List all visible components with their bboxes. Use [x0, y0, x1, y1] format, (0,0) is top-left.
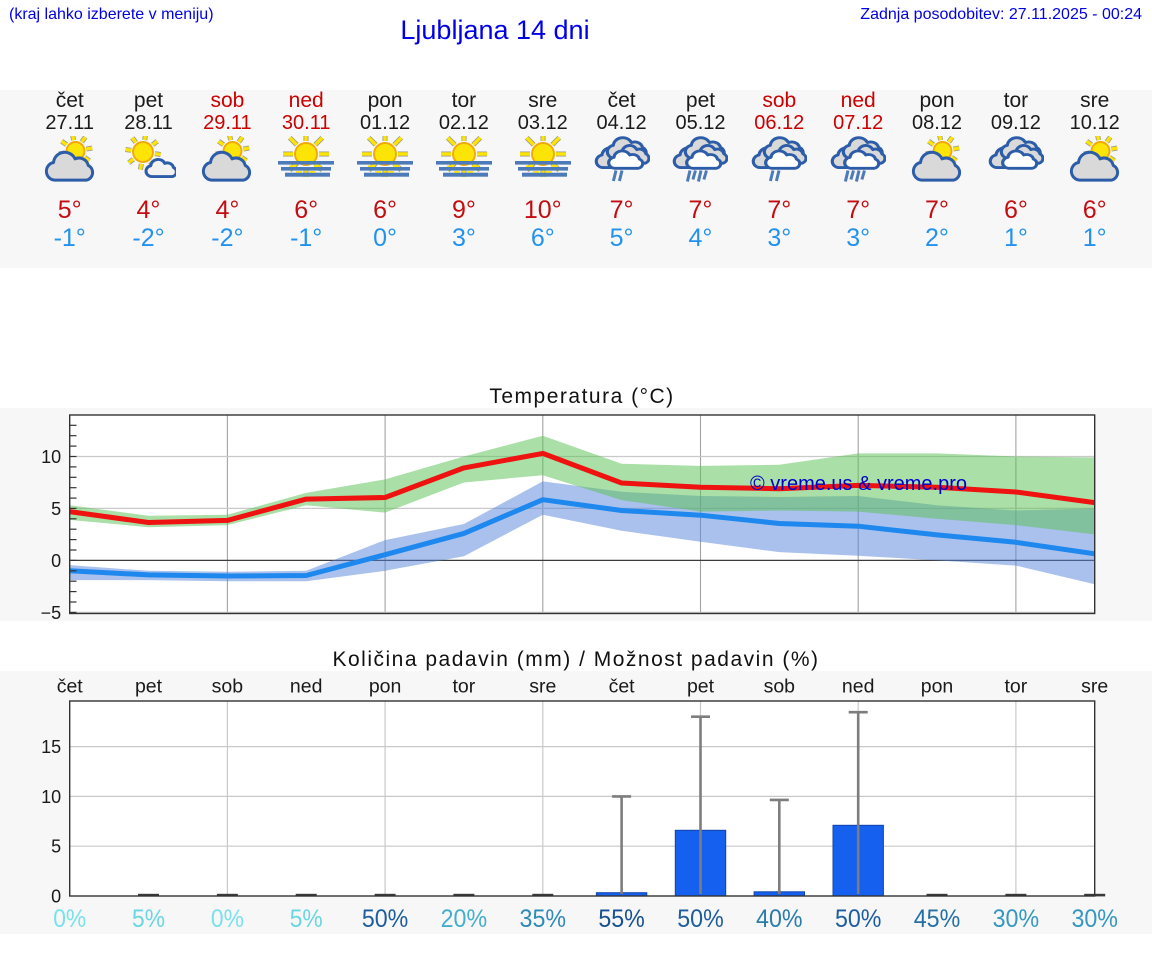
svg-text:pon: pon — [921, 676, 954, 698]
svg-text:sre: sre — [529, 676, 556, 698]
svg-text:50%: 50% — [835, 905, 882, 933]
svg-text:35%: 35% — [520, 905, 567, 933]
svg-text:0: 0 — [51, 551, 61, 571]
svg-text:© vreme.us & vreme.pro: © vreme.us & vreme.pro — [750, 473, 967, 495]
svg-text:30%: 30% — [993, 905, 1040, 933]
svg-text:pet: pet — [687, 676, 715, 698]
svg-text:−5: −5 — [41, 603, 62, 621]
svg-text:10: 10 — [41, 787, 61, 807]
svg-text:tor: tor — [453, 676, 476, 698]
svg-text:čet: čet — [57, 676, 84, 698]
svg-text:5%: 5% — [290, 905, 323, 933]
svg-text:50%: 50% — [677, 905, 724, 933]
svg-text:čet: čet — [609, 676, 636, 698]
svg-text:sob: sob — [764, 676, 796, 698]
svg-text:30%: 30% — [1071, 905, 1118, 933]
svg-text:pon: pon — [369, 676, 402, 698]
svg-text:15: 15 — [41, 737, 61, 757]
svg-text:pet: pet — [135, 676, 163, 698]
svg-text:5%: 5% — [132, 905, 165, 933]
svg-text:ned: ned — [842, 676, 875, 698]
svg-text:0%: 0% — [211, 905, 244, 933]
svg-text:sob: sob — [212, 676, 244, 698]
svg-text:5: 5 — [51, 499, 61, 519]
svg-text:ned: ned — [290, 676, 323, 698]
svg-text:55%: 55% — [598, 905, 645, 933]
svg-text:0: 0 — [51, 887, 61, 907]
svg-text:sre: sre — [1081, 676, 1108, 698]
svg-text:5: 5 — [51, 837, 61, 857]
svg-text:tor: tor — [1005, 676, 1028, 698]
svg-text:45%: 45% — [914, 905, 961, 933]
svg-text:10: 10 — [41, 447, 61, 467]
svg-text:40%: 40% — [756, 905, 803, 933]
svg-text:20%: 20% — [441, 905, 488, 933]
svg-text:0%: 0% — [53, 905, 86, 933]
svg-text:50%: 50% — [362, 905, 409, 933]
